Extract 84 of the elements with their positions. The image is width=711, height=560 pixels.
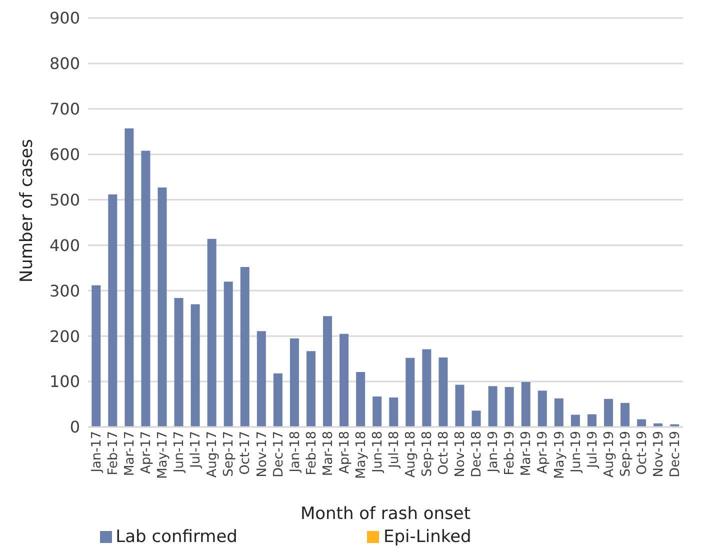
x-tick-label: Apr-17	[139, 431, 154, 474]
x-tick-label: Feb-18	[304, 431, 320, 476]
y-tick-label: 400	[49, 236, 80, 255]
bar	[273, 373, 282, 427]
bar	[190, 304, 200, 427]
x-tick-label: Feb-19	[502, 431, 518, 476]
x-tick-label: Nov-18	[453, 431, 468, 478]
bar	[521, 382, 530, 427]
x-tick-label: Apr-19	[536, 431, 551, 474]
x-tick-label: Jan-17	[89, 431, 104, 474]
bar	[92, 285, 101, 427]
x-tick-label: Aug-17	[205, 431, 220, 478]
x-tick-label: Sep-17	[222, 431, 237, 477]
bar	[620, 402, 630, 427]
x-tick-label: Dec-18	[470, 431, 485, 478]
bar	[504, 387, 514, 427]
x-tick-label: Nov-17	[254, 431, 270, 478]
bar	[389, 397, 398, 427]
x-tick-label: May-17	[156, 431, 171, 479]
x-tick-label: Mar-18	[320, 431, 336, 476]
x-tick-label: Dec-19	[668, 431, 683, 478]
x-tick-label: Aug-18	[404, 431, 419, 478]
x-tick-label: Jul-18	[386, 431, 402, 469]
bar	[158, 188, 167, 427]
bar	[174, 298, 184, 427]
x-tick-label: Sep-18	[420, 431, 436, 477]
bar	[406, 358, 415, 427]
x-tick-label: Oct-17	[238, 431, 254, 475]
bar	[372, 396, 382, 427]
bar	[306, 351, 316, 427]
y-axis-title: Number of cases	[17, 138, 38, 282]
x-tick-label: Jan-18	[288, 431, 303, 474]
bar	[108, 194, 118, 427]
x-tick-label: Oct-18	[436, 431, 452, 475]
bar	[438, 357, 448, 427]
x-tick-label: Jun-17	[172, 431, 188, 474]
x-tick-label: Jan-19	[486, 431, 502, 474]
bar	[570, 414, 580, 427]
x-tick-label: Mar-17	[122, 431, 138, 476]
bar	[356, 372, 366, 427]
bar	[488, 386, 498, 427]
y-tick-label: 200	[49, 326, 80, 346]
y-tick-label: 100	[49, 372, 80, 392]
x-tick-label: Feb-17	[106, 431, 122, 476]
bar	[124, 128, 134, 427]
bar	[240, 267, 250, 427]
bar	[587, 414, 596, 427]
bar	[455, 384, 464, 427]
bar	[538, 390, 547, 427]
bar	[141, 150, 150, 427]
x-tick-label: Jul-17	[188, 431, 204, 469]
y-tick-label: 0	[70, 418, 80, 437]
x-tick-label: Apr-18	[337, 431, 352, 474]
bar	[256, 331, 266, 427]
y-tick-label: 500	[49, 190, 80, 210]
x-tick-label: Jul-19	[585, 431, 600, 469]
x-axis-title: Month of rash onset	[300, 504, 471, 524]
x-tick-label: Nov-19	[651, 431, 666, 478]
x-tick-label: Oct-19	[634, 431, 650, 475]
y-tick-label: 600	[49, 145, 80, 164]
bar	[224, 282, 233, 427]
y-tick-label: 800	[49, 54, 80, 74]
x-tick-label: Jun-18	[370, 431, 386, 474]
x-tick-label: Dec-17	[271, 431, 286, 478]
x-tick-label: May-19	[552, 431, 568, 479]
bar	[323, 316, 332, 427]
y-tick-label: 900	[49, 8, 80, 28]
x-tick-label: Aug-19	[602, 431, 617, 478]
x-tick-label: May-18	[354, 431, 369, 479]
bar	[472, 410, 481, 427]
bar	[290, 338, 299, 427]
y-tick-label: 300	[49, 281, 80, 300]
y-tick-label: 700	[49, 100, 80, 119]
bar	[422, 349, 432, 427]
bar	[637, 419, 646, 427]
x-tick-label: Sep-19	[618, 431, 634, 477]
x-tick-label: Jun-19	[568, 431, 584, 474]
bar	[554, 398, 564, 427]
legend-label: Epi-Linked	[383, 527, 472, 547]
bar	[207, 238, 216, 427]
x-tick-label: Mar-19	[519, 431, 534, 476]
legend-label: Lab confirmed	[116, 527, 238, 547]
bar	[604, 398, 613, 427]
bar	[340, 334, 349, 427]
